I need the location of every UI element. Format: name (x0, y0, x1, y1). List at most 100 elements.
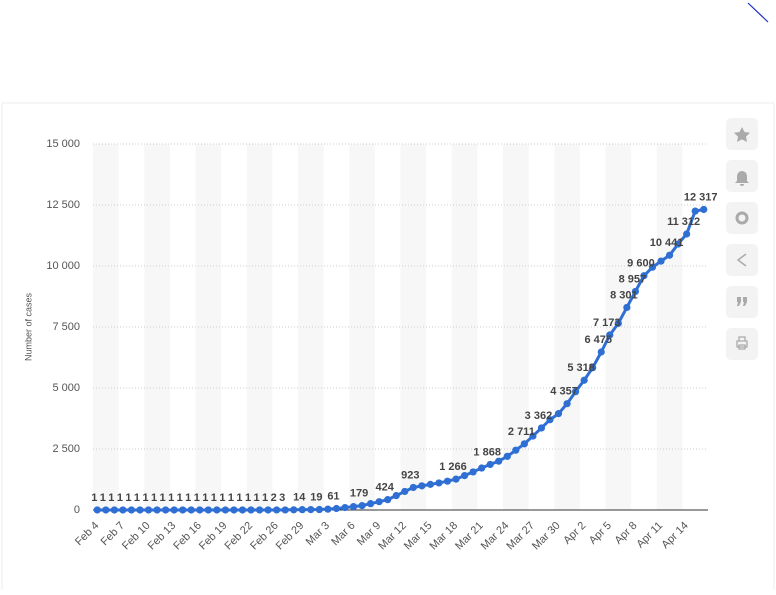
data-label: 1 (194, 492, 200, 504)
point (307, 506, 315, 514)
data-label: 7 173 (593, 317, 621, 329)
point (580, 376, 588, 384)
point (520, 440, 528, 448)
point (110, 506, 118, 514)
point (460, 471, 469, 480)
print-icon (736, 336, 748, 350)
point (315, 505, 323, 514)
point (170, 506, 178, 514)
data-label: 1 (168, 492, 174, 504)
point (443, 477, 452, 485)
share-button[interactable] (726, 244, 758, 276)
share-icon (736, 253, 747, 267)
point (674, 240, 682, 248)
y-tick-label: 5 000 (52, 382, 80, 394)
point (290, 506, 298, 514)
settings-button[interactable] (726, 202, 758, 234)
point (648, 263, 657, 271)
point (546, 416, 554, 424)
data-label: 1 (236, 492, 242, 504)
point (418, 482, 426, 490)
point (640, 272, 648, 280)
point (144, 506, 153, 514)
data-label: 179 (350, 488, 368, 500)
band (195, 144, 222, 510)
point (512, 446, 520, 454)
point (631, 287, 639, 296)
point (247, 506, 255, 514)
point (213, 506, 221, 514)
data-label: 1 (202, 492, 208, 504)
point (606, 331, 614, 339)
point (358, 502, 366, 510)
point (572, 388, 580, 396)
point (409, 483, 417, 492)
point (623, 303, 631, 312)
y-tick-label: 10 000 (46, 260, 80, 272)
data-label: 1 (245, 492, 251, 504)
point (332, 504, 341, 513)
data-label: 1 (177, 492, 183, 504)
point (179, 506, 187, 514)
point (589, 364, 597, 372)
data-label: 8 957 (619, 273, 647, 285)
y-tick-label: 12 500 (46, 199, 80, 211)
data-label: 9 600 (627, 258, 655, 270)
y-tick-label: 7 500 (52, 321, 80, 333)
data-label: 923 (401, 469, 419, 481)
point (153, 506, 161, 514)
data-label: 6 475 (584, 334, 612, 346)
star-icon (734, 127, 750, 142)
point (204, 506, 212, 514)
point (341, 503, 349, 512)
data-label: 3 (279, 492, 285, 504)
data-label: 5 318 (567, 362, 595, 374)
cite-button[interactable] (726, 286, 758, 318)
data-label: 1 (262, 492, 268, 504)
data-label: 2 711 (508, 426, 535, 438)
point (238, 506, 247, 514)
y-tick-label: 15 000 (46, 138, 80, 150)
point (691, 207, 699, 215)
point (614, 319, 622, 327)
toolbar (726, 118, 758, 360)
point (554, 410, 563, 418)
data-label: 1 (219, 492, 225, 504)
data-label: 1 (117, 492, 123, 504)
point (281, 506, 289, 514)
point (102, 506, 110, 514)
point (367, 500, 375, 508)
point (264, 506, 272, 514)
point (187, 506, 195, 514)
point (469, 468, 477, 476)
data-label: 2 (271, 492, 277, 504)
quote-icon (737, 297, 747, 306)
point (597, 348, 605, 356)
band (298, 144, 324, 510)
point (93, 506, 101, 514)
print-button[interactable] (726, 328, 758, 360)
data-label: 1 (91, 492, 97, 504)
band (246, 144, 273, 510)
bell-icon (735, 171, 749, 186)
data-label: 11 312 (667, 216, 700, 228)
band (144, 144, 170, 510)
point (486, 460, 494, 469)
data-label: 1 (211, 492, 217, 504)
point (119, 506, 127, 514)
data-label: 19 (310, 491, 322, 503)
point (221, 506, 229, 514)
data-label: 3 362 (525, 410, 553, 422)
point (196, 506, 204, 514)
data-label: 4 357 (550, 386, 578, 398)
data-label: 12 317 (684, 191, 718, 203)
band (400, 144, 427, 510)
data-label: 1 868 (473, 446, 501, 458)
point (495, 457, 503, 465)
point (392, 492, 400, 500)
point (136, 506, 144, 514)
point (298, 506, 306, 514)
point (700, 205, 708, 214)
point (324, 505, 332, 513)
